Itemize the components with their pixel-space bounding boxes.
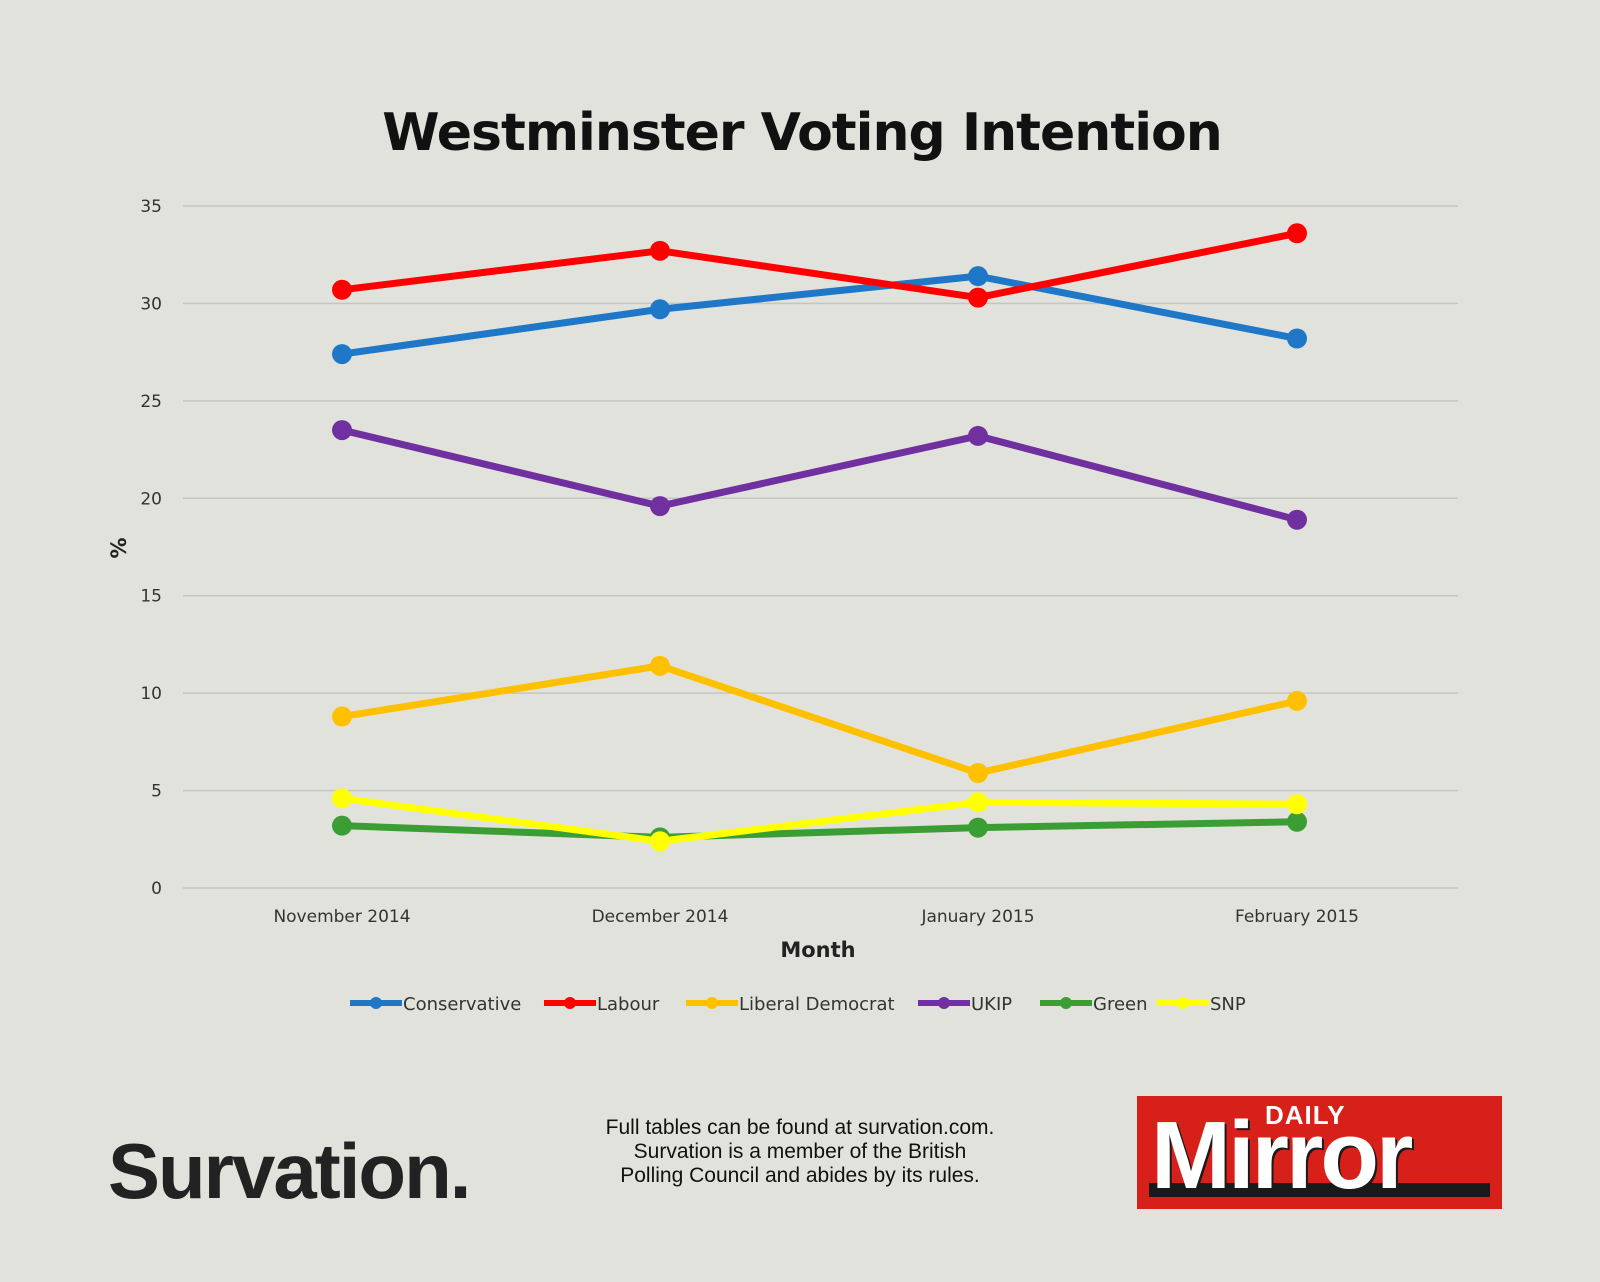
- legend-item-labour: Labour: [544, 994, 660, 1015]
- chart-title: Westminster Voting Intention: [382, 103, 1222, 163]
- x-axis-title: Month: [780, 938, 855, 962]
- x-tick-label: December 2014: [592, 907, 729, 927]
- y-tick-label: 15: [140, 587, 162, 607]
- legend-swatch-marker: [564, 997, 576, 1009]
- data-point-liberal-democrat: [650, 655, 670, 676]
- x-tick-label: January 2015: [920, 907, 1034, 927]
- series-liberal-democrat: [332, 655, 1307, 784]
- legend-swatch-marker: [706, 997, 718, 1009]
- y-tick-label: 5: [151, 782, 162, 802]
- footer-note: Full tables can be found at survation.co…: [560, 1116, 1040, 1188]
- data-point-green: [1287, 811, 1307, 832]
- x-tick-label: February 2015: [1235, 907, 1359, 927]
- data-point-green: [332, 815, 352, 836]
- daily-mirror-logo: Mirror DAILY: [1137, 1096, 1502, 1209]
- data-point-green: [968, 817, 988, 838]
- series-line-conservative: [338, 272, 1301, 358]
- legend-label: Conservative: [403, 994, 521, 1015]
- data-point-liberal-democrat: [968, 763, 988, 784]
- data-point-labour: [650, 240, 670, 261]
- data-point-labour: [968, 287, 988, 308]
- legend-label: SNP: [1210, 994, 1246, 1015]
- survation-logo: Survation.: [108, 1127, 471, 1215]
- x-axis-ticks: November 2014 December 2014 January 2015 Fe…: [273, 907, 1359, 927]
- data-point-ukip: [650, 496, 670, 517]
- y-tick-label: 35: [140, 197, 162, 217]
- series-line-green: [338, 818, 1301, 841]
- data-point-ukip: [968, 425, 988, 446]
- series-conservative: [332, 266, 1307, 365]
- y-tick-label: 0: [151, 879, 162, 899]
- data-point-liberal-democrat: [332, 706, 352, 727]
- series-line-ukip: [338, 426, 1301, 524]
- series-snp: [332, 788, 1307, 852]
- legend-item-green: Green: [1040, 994, 1148, 1015]
- data-point-labour: [332, 279, 352, 300]
- legend-item-liberal-democrat: Liberal Democrat: [686, 994, 895, 1015]
- y-tick-label: 25: [140, 392, 162, 412]
- data-point-liberal-democrat: [1287, 690, 1307, 711]
- series-line-snp: [338, 794, 1301, 845]
- legend-swatch-marker: [1177, 997, 1189, 1009]
- series-ukip: [332, 420, 1307, 530]
- legend-label: Green: [1093, 994, 1148, 1015]
- legend-item-conservative: Conservative: [350, 994, 521, 1015]
- legend: Conservative Labour Liberal Democrat UKIP Gr…: [350, 994, 1246, 1015]
- series-line-liberal-democrat: [338, 662, 1301, 777]
- legend-swatch-marker: [938, 997, 950, 1009]
- data-point-snp: [650, 831, 670, 852]
- series-lines: [332, 223, 1307, 852]
- series-line-labour: [338, 229, 1301, 302]
- data-point-labour: [1287, 223, 1307, 244]
- data-point-ukip: [332, 420, 352, 441]
- footer-note-line: Full tables can be found at survation.co…: [605, 1116, 995, 1139]
- legend-swatch-marker: [370, 997, 382, 1009]
- data-point-conservative: [332, 344, 352, 365]
- legend-label: Labour: [597, 994, 660, 1015]
- legend-label: UKIP: [971, 994, 1012, 1015]
- x-tick-label: November 2014: [273, 907, 410, 927]
- series-labour: [332, 223, 1307, 308]
- data-point-snp: [968, 792, 988, 813]
- data-point-ukip: [1287, 509, 1307, 530]
- y-tick-label: 30: [140, 294, 162, 314]
- legend-item-snp: SNP: [1157, 994, 1246, 1015]
- y-tick-label: 20: [140, 489, 162, 509]
- data-point-conservative: [650, 299, 670, 320]
- y-tick-label: 10: [140, 684, 162, 704]
- data-point-snp: [1287, 794, 1307, 815]
- data-point-conservative: [1287, 328, 1307, 349]
- y-axis-ticks: 0 5 10 15 20 25 30 35: [140, 197, 162, 899]
- gridlines: [183, 205, 1458, 889]
- logo-daily: DAILY: [1265, 1100, 1346, 1130]
- legend-label: Liberal Democrat: [739, 994, 895, 1015]
- logo-word: Mirror: [1151, 1102, 1413, 1209]
- data-point-conservative: [968, 266, 988, 287]
- legend-item-ukip: UKIP: [918, 994, 1012, 1015]
- footer-note-line: Survation is a member of the British: [633, 1140, 967, 1163]
- y-axis-title: %: [107, 537, 131, 558]
- footer-note-line: Polling Council and abides by its rules.: [620, 1164, 980, 1187]
- logo-bar: [1149, 1183, 1490, 1197]
- legend-swatch-marker: [1060, 997, 1072, 1009]
- series-green: [332, 811, 1307, 848]
- data-point-snp: [332, 788, 352, 809]
